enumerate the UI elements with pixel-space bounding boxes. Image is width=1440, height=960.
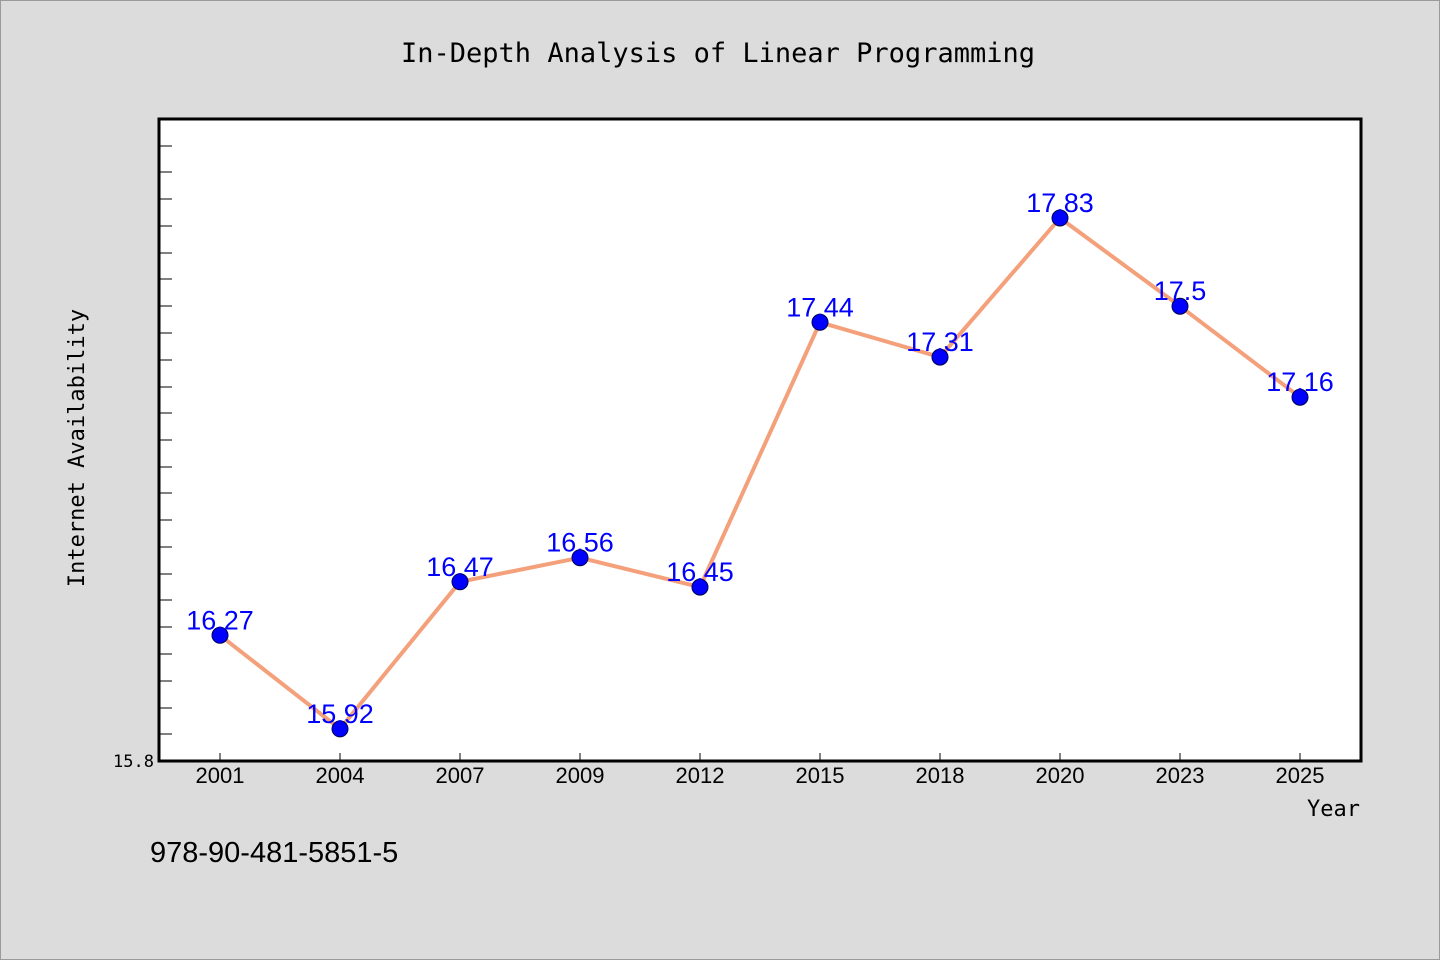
data-label: 17.5 (1154, 276, 1207, 306)
series-line (218, 216, 1302, 731)
x-tick-label: 2009 (556, 763, 605, 788)
data-label: 17.31 (906, 327, 974, 357)
x-tick-label: 2007 (436, 763, 485, 788)
y-tick-label: 15.8 (113, 752, 154, 772)
data-label: 15.92 (306, 699, 374, 729)
data-label: 16.56 (546, 528, 614, 558)
x-tick-label: 2015 (796, 763, 845, 788)
plot-area (157, 117, 1363, 763)
x-tick-label: 2023 (1156, 763, 1205, 788)
x-axis-ticks (219, 753, 1301, 761)
isbn-text: 978-90-481-5851-5 (150, 837, 398, 869)
data-label: 16.47 (426, 552, 494, 582)
data-markers (211, 209, 1309, 738)
series-line-group (218, 216, 1302, 731)
data-point (211, 626, 229, 644)
data-point (931, 348, 949, 366)
data-label: 16.27 (186, 605, 254, 635)
data-point (1171, 297, 1189, 315)
x-tick-label: 2025 (1276, 763, 1325, 788)
y-axis-minor-ticks (159, 145, 172, 735)
x-tick-label: 2001 (196, 763, 245, 788)
x-tick-label: 2012 (676, 763, 725, 788)
data-label: 17.83 (1026, 188, 1094, 218)
x-axis-tick-labels: 2001 2004 2007 2009 2012 2015 2018 2020 2023 2025 (196, 763, 1325, 788)
data-point (451, 573, 469, 591)
x-tick-label: 2004 (316, 763, 365, 788)
x-tick-label: 2020 (1036, 763, 1085, 788)
data-point (1291, 388, 1309, 406)
data-point (571, 549, 589, 567)
data-point (811, 313, 829, 331)
data-label: 17.44 (786, 292, 854, 322)
data-point (691, 578, 709, 596)
x-axis-label: Year (1307, 797, 1360, 822)
x-tick-label: 2018 (916, 763, 965, 788)
data-labels: 16.27 15.92 16.47 16.56 16.45 17.44 17.31 17.83… (186, 188, 1334, 729)
data-label: 16.45 (666, 557, 734, 587)
data-point (1051, 209, 1069, 227)
data-label: 17.16 (1266, 367, 1334, 397)
data-point (331, 720, 349, 738)
chart-title: In-Depth Analysis of Linear Programming (401, 38, 1035, 69)
y-axis-label: Internet Availability (65, 309, 90, 587)
